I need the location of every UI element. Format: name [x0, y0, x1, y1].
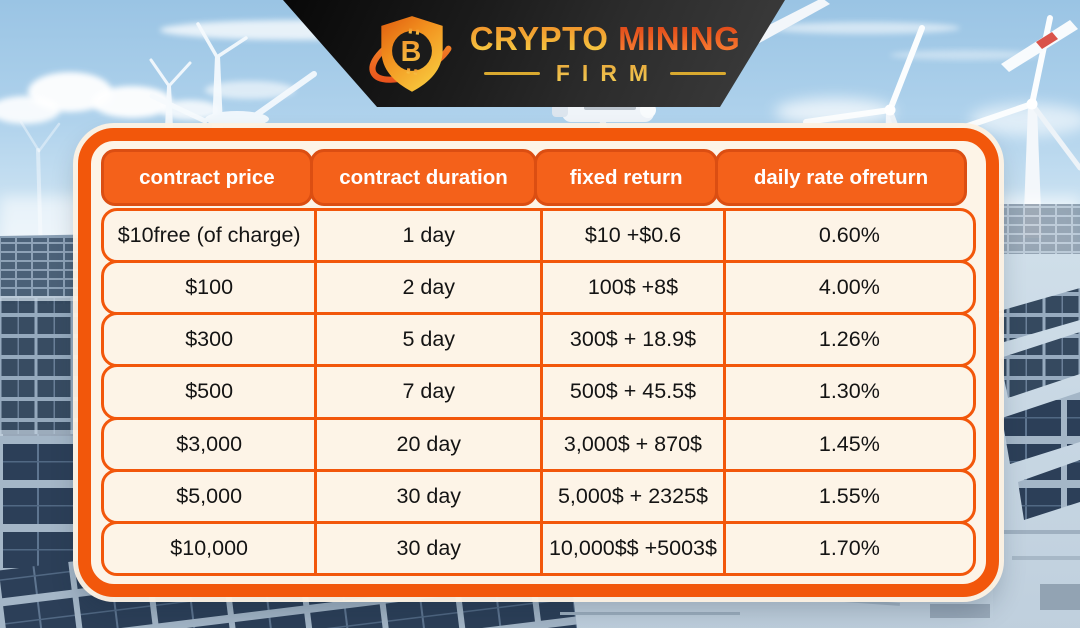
table-row: $5,000 30 day 5,000$ + 2325$ 1.55%	[101, 468, 976, 524]
table-cell: 100$ +8$	[540, 263, 722, 313]
table-cell: 20 day	[314, 419, 540, 469]
table-cell: 4.00%	[722, 263, 973, 313]
table-cell: 10,000$$ +5003$	[540, 523, 722, 573]
table-cell: 7 day	[314, 367, 540, 417]
brand-name-line: CRYPTO MINING	[470, 22, 741, 55]
table-cell: 30 day	[314, 523, 540, 573]
table-row: $500 7 day 500$ + 45.5$ 1.30%	[101, 364, 976, 420]
table-cell: 300$ + 18.9$	[540, 315, 722, 365]
table-cell: 1.26%	[722, 315, 973, 365]
column-header: fixed return	[534, 149, 718, 206]
brand-wordmark: CRYPTO MINING FIRM	[470, 22, 741, 85]
table-row: $100 2 day 100$ +8$ 4.00%	[101, 260, 976, 316]
table-cell: $3,000	[176, 431, 243, 456]
decorative-line-left	[483, 72, 540, 75]
bitcoin-shield-logo-icon: B	[369, 15, 455, 92]
table-cell: $5,000	[176, 483, 243, 508]
table-cell: 30 day	[314, 471, 540, 521]
table-cell: 2 day	[314, 263, 540, 313]
table-row: $300 5 day 300$ + 18.9$ 1.26%	[101, 312, 976, 368]
wind-turbines-left	[19, 22, 317, 258]
decorative-line-right	[670, 72, 727, 75]
table-header-row: contract price contract duration fixed ret…	[101, 149, 976, 206]
brand-name-primary: CRYPTO	[469, 20, 609, 57]
pricing-table-card: contract price contract duration fixed ret…	[78, 128, 999, 597]
table-cell: 1.70%	[722, 523, 973, 573]
header-banner: B CRYPTO MINING FIRM	[283, 0, 785, 107]
table-cell: $100	[185, 275, 234, 300]
table-row: $3,000 20 day 3,000$ + 870$ 1.45%	[101, 416, 976, 472]
table-cell: 1 day	[314, 211, 540, 261]
table-cell: 3,000$ + 870$	[540, 419, 722, 469]
table-cell: 1.55%	[722, 471, 973, 521]
table-row: $10,000 30 day 10,000$$ +5003$ 1.70%	[101, 520, 976, 576]
brand-name-secondary: MINING	[618, 20, 741, 57]
table-cell: 1.30%	[722, 367, 973, 417]
brand-name-sub: FIRM	[550, 62, 660, 85]
column-header: contract duration	[309, 149, 538, 206]
table-cell: $500	[185, 379, 234, 404]
svg-text:B: B	[400, 36, 421, 68]
table-body: $10free (of charge) 1 day $10 +$0.6 0.60% $1…	[101, 208, 976, 576]
table-row: $10free (of charge) 1 day $10 +$0.6 0.60%	[101, 208, 976, 264]
table-cell: 1.45%	[722, 419, 973, 469]
table-cell: 5 day	[314, 315, 540, 365]
table-cell: $300	[185, 327, 234, 352]
table-cell: $10 +$0.6	[540, 211, 722, 261]
column-header: contract price	[101, 149, 313, 206]
table-cell: $10free (of charge)	[117, 223, 301, 248]
table-cell: 500$ + 45.5$	[540, 367, 722, 417]
solar-field-right	[993, 204, 1080, 628]
table-cell: 5,000$ + 2325$	[540, 471, 722, 521]
table-cell: 0.60%	[722, 211, 973, 261]
brand-sub-line: FIRM	[483, 62, 727, 85]
table-cell: $10,000	[170, 535, 248, 560]
column-header: daily rate ofreturn	[715, 149, 967, 206]
